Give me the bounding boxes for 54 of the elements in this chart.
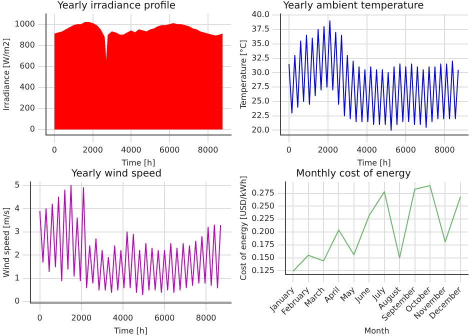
y-axis-title: Irradiance [W/m2] [2,38,11,111]
y-tick-label: 2 [14,250,20,260]
y-tick-label: 22.5 [252,110,270,120]
x-tick-label: 0 [52,146,57,155]
x-tick-label: 4000 [112,314,134,323]
y-tick-label: 25.0 [252,96,270,106]
y-tick-label: 35.0 [252,38,270,48]
x-tick-label: 0 [286,146,292,155]
x-axis-title: Time [h] [120,158,156,168]
y-tick-label: 32.5 [252,53,270,62]
x-tick-label: 4000 [121,146,142,155]
y-tick-label: 20.0 [252,125,270,134]
x-axis-title: Month [364,326,390,336]
y-tick-label: 1 [14,273,20,282]
y-tick-label: 0 [30,124,35,134]
x-tick-label: 2000 [318,146,338,155]
y-axis-title: Temperature [°C] [238,40,248,110]
y-tick-label: 0.250 [252,201,274,210]
chart-title: Yearly wind speed [70,168,162,180]
x-tick-label: 6000 [396,146,416,155]
y-axis-title: Wind speed [m/s] [2,207,11,278]
x-tick-label: 8000 [196,314,216,323]
y-tick-label: 30.0 [252,68,270,77]
x-tick-label: 2000 [82,146,103,155]
y-tick-label: 1000 [14,20,35,29]
x-tick-label: 0 [37,314,42,323]
x-tick-label: 8000 [434,146,455,155]
x-axis-title: Time [h] [356,158,391,168]
y-tick-label: 0.275 [252,188,274,198]
x-tick-label: 4000 [356,146,377,155]
y-tick-label: 5 [14,180,20,190]
y-tick-label: 0.125 [252,266,274,275]
x-tick-label: 6000 [159,146,180,155]
y-tick-label: 0.200 [252,227,274,236]
x-tick-label: 6000 [154,314,175,323]
x-tick-label: 2000 [71,314,92,323]
y-tick-label: 0.225 [252,214,274,224]
chart-title: Yearly irradiance profile [56,0,176,12]
y-axis-title: Cost of energy [USD/kWh] [238,176,248,280]
y-tick-label: 200 [20,104,35,113]
y-tick-label: 27.5 [252,82,270,92]
chart-title: Monthly cost of energy [296,168,411,180]
y-tick-label: 40.0 [252,10,270,20]
y-tick-label: 3 [14,227,20,236]
x-axis-title: Time [h] [113,326,148,336]
y-tick-label: 4 [14,204,20,213]
y-tick-label: 800 [20,40,35,50]
y-tick-label: 400 [20,82,35,92]
y-tick-label: 0.175 [252,240,274,250]
chart-title: Yearly ambient temperature [282,0,424,12]
y-tick-label: 0.150 [252,252,274,262]
y-tick-label: 37.5 [252,24,270,34]
x-tick-label: 8000 [198,146,218,155]
y-tick-label: 600 [20,62,35,71]
